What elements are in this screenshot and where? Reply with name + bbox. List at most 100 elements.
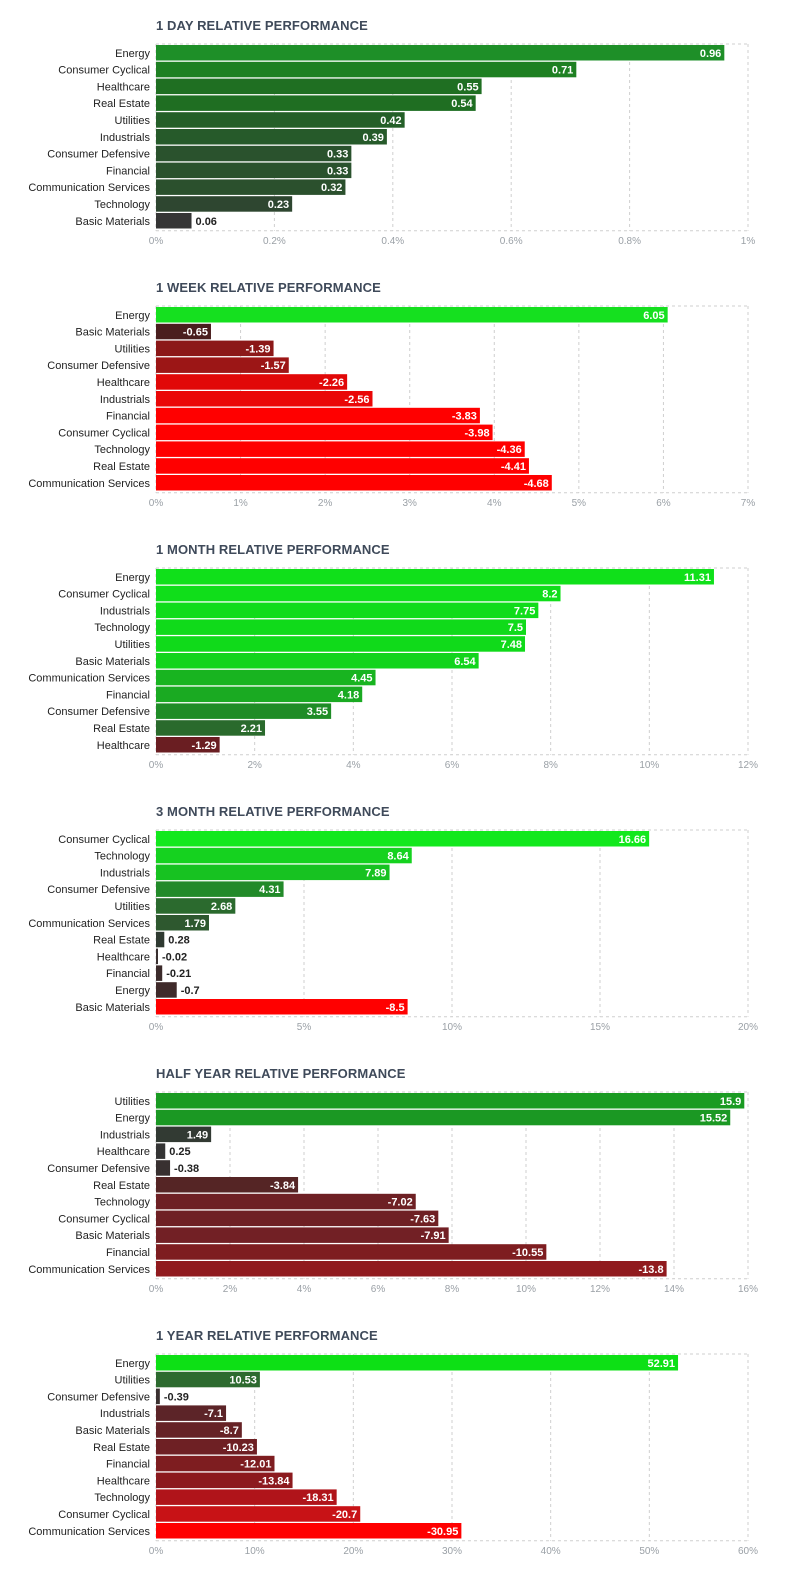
value-label: -0.65 <box>183 327 208 339</box>
value-label: 6.05 <box>643 310 664 322</box>
value-label: 1.49 <box>187 1129 208 1141</box>
category-label: Healthcare <box>97 1475 150 1487</box>
category-label: Utilities <box>115 639 151 651</box>
bar <box>156 653 479 669</box>
x-tick-label: 50% <box>639 1546 659 1557</box>
bar <box>156 45 725 61</box>
category-label: Consumer Defensive <box>47 1391 150 1403</box>
value-label: -12.01 <box>240 1459 271 1471</box>
value-label: -7.63 <box>410 1213 435 1225</box>
category-label: Financial <box>106 968 150 980</box>
category-label: Consumer Defensive <box>47 1163 150 1175</box>
bar <box>156 720 266 736</box>
bar <box>156 1355 679 1371</box>
bar <box>156 831 650 847</box>
value-label: 0.32 <box>321 182 342 194</box>
value-label: 2.21 <box>241 723 262 735</box>
category-label: Healthcare <box>97 740 150 752</box>
value-label: -2.56 <box>344 394 369 406</box>
value-label: -0.39 <box>164 1391 189 1403</box>
value-label: 4.18 <box>338 689 359 701</box>
x-tick-label: 3% <box>402 498 417 509</box>
bar-chart: 0% 5% 10% 15% 20% Consumer Cyclical 16.66 Techn… <box>28 829 758 1033</box>
bar <box>156 1422 242 1438</box>
bar <box>156 1210 439 1227</box>
bar <box>156 1193 416 1210</box>
value-label: 52.91 <box>648 1358 676 1370</box>
value-label: 2.68 <box>211 901 232 913</box>
category-label: Financial <box>106 165 150 177</box>
chart-title: 1 MONTH RELATIVE PERFORMANCE <box>156 542 390 557</box>
category-label: Technology <box>94 851 150 863</box>
bar <box>156 374 348 390</box>
category-label: Utilities <box>115 1375 151 1387</box>
category-label: Industrials <box>100 132 151 144</box>
x-tick-label: 40% <box>541 1546 561 1557</box>
category-label: Energy <box>115 310 150 322</box>
value-label: -4.41 <box>501 461 526 473</box>
category-label: Real Estate <box>93 723 150 735</box>
bar-chart: 0% 0.2% 0.4% 0.6% 0.8% 1% Energy 0.96 Consumer C… <box>28 43 755 247</box>
category-label: Technology <box>94 199 150 211</box>
value-label: 0.42 <box>380 115 401 127</box>
value-label: 15.52 <box>700 1113 728 1125</box>
bar <box>156 424 493 441</box>
value-label: 0.06 <box>196 216 217 228</box>
bar <box>156 948 158 965</box>
chart-title: 1 WEEK RELATIVE PERFORMANCE <box>156 280 381 295</box>
category-label: Financial <box>106 689 150 701</box>
value-label: -8.7 <box>220 1425 239 1437</box>
bar <box>156 847 412 864</box>
category-label: Financial <box>106 1459 150 1471</box>
value-label: 7.48 <box>501 639 522 651</box>
value-label: -18.31 <box>302 1492 333 1504</box>
category-label: Consumer Defensive <box>47 706 150 718</box>
bar <box>156 340 274 357</box>
x-tick-label: 1% <box>233 498 248 509</box>
chart-title: HALF YEAR RELATIVE PERFORMANCE <box>156 1066 406 1081</box>
x-tick-label: 2% <box>247 760 262 771</box>
x-tick-label: 7% <box>741 498 756 509</box>
bar <box>156 569 714 585</box>
bar <box>156 112 405 128</box>
category-label: Consumer Cyclical <box>58 427 150 439</box>
value-label: 0.55 <box>457 81 478 93</box>
x-tick-label: 10% <box>639 760 659 771</box>
bar <box>156 61 577 78</box>
bar <box>156 1261 667 1277</box>
value-label: 4.31 <box>259 884 280 896</box>
value-label: -7.02 <box>388 1197 413 1209</box>
bar <box>156 1405 227 1421</box>
bar <box>156 881 284 897</box>
value-label: -30.95 <box>427 1526 458 1538</box>
x-tick-label: 8% <box>543 760 558 771</box>
bar <box>156 179 346 195</box>
category-label: Communication Services <box>28 182 150 194</box>
x-tick-label: 0% <box>149 498 164 509</box>
x-tick-label: 10% <box>245 1546 265 1557</box>
category-label: Technology <box>94 1197 150 1209</box>
value-label: 7.89 <box>365 867 386 879</box>
category-label: Basic Materials <box>75 1425 150 1437</box>
category-label: Healthcare <box>97 1146 150 1158</box>
x-tick-label: 60% <box>738 1546 758 1557</box>
category-label: Healthcare <box>97 377 150 389</box>
category-label: Consumer Cyclical <box>58 589 150 601</box>
category-label: Industrials <box>100 867 151 879</box>
bar <box>156 1109 731 1126</box>
bar <box>156 585 561 602</box>
category-label: Consumer Cyclical <box>58 65 150 77</box>
x-tick-label: 0.4% <box>381 236 404 247</box>
x-tick-label: 14% <box>664 1284 684 1295</box>
bar <box>156 129 387 145</box>
x-tick-label: 0% <box>149 1546 164 1557</box>
chart-panel: 1 WEEK RELATIVE PERFORMANCE 0% 1% 2% 3% 4% 5% 6… <box>0 280 787 530</box>
category-label: Real Estate <box>93 98 150 110</box>
value-label: 0.23 <box>268 199 289 211</box>
bar <box>156 982 177 998</box>
bar <box>156 1455 275 1472</box>
value-label: -13.8 <box>639 1264 664 1276</box>
category-label: Consumer Cyclical <box>58 834 150 846</box>
value-label: 7.5 <box>508 622 523 634</box>
value-label: 0.33 <box>327 149 348 161</box>
